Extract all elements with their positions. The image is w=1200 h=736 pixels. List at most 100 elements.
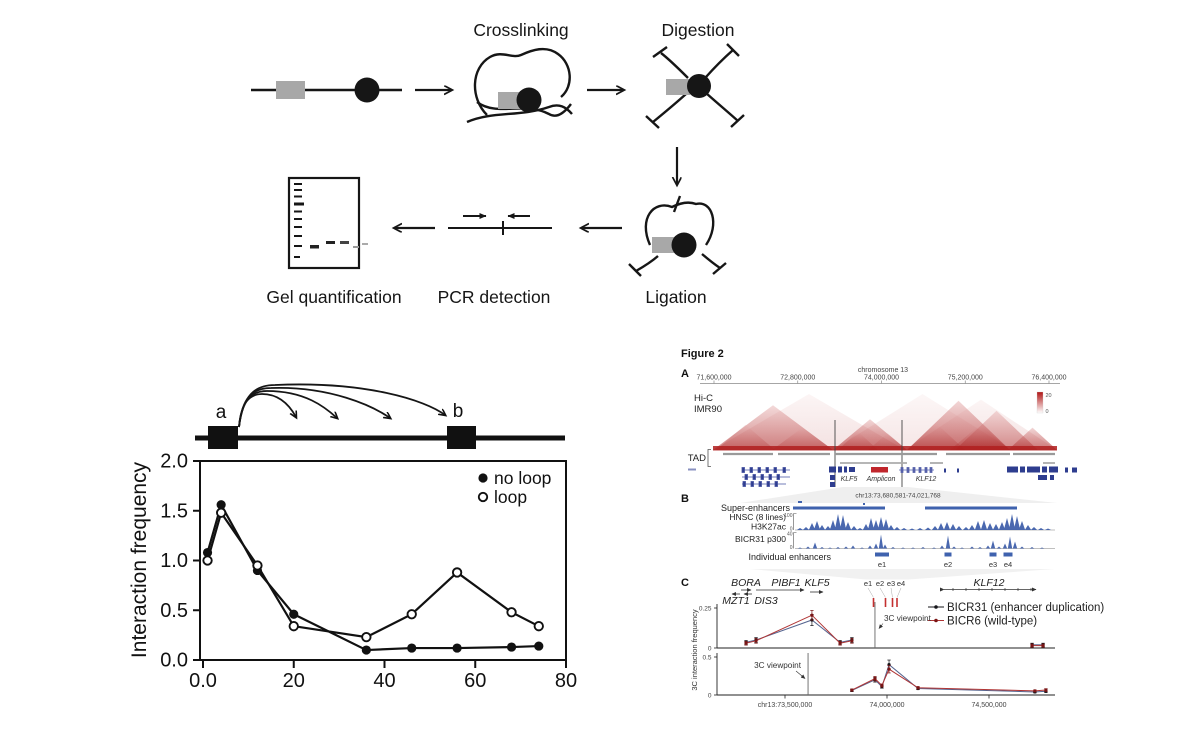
enhancer-tick-group: e1 e2 e3 e4: [864, 579, 905, 607]
gel-label: Gel quantification: [266, 287, 401, 307]
p300-label: BICR31 p300: [735, 534, 786, 544]
hic-cellline-label: IMR90: [694, 404, 722, 415]
y-tick-label: 0.5: [702, 655, 711, 662]
enhancer-marker-e1: [875, 552, 889, 557]
anchor-a-box: [208, 426, 238, 449]
y-tick-label: 0.25: [699, 606, 712, 613]
figure2-panel-b: B Super-enhancers HNSC (8 lines) H3K27ac…: [681, 493, 1055, 580]
viewpoint-arrow-bottom: [795, 670, 806, 679]
data-point: [873, 677, 877, 681]
klf12-gene-label: KLF12: [916, 476, 937, 483]
data-point: [880, 683, 884, 688]
gel-bands: [310, 241, 368, 249]
enhancer-tick-e3: [891, 598, 894, 607]
data-point: [533, 621, 544, 632]
ligated-chromatin-icon: [628, 195, 727, 277]
y-tick-label: 0: [708, 646, 712, 653]
bottom-3c-plot: 0 0.5 chr13:73,500,000 74,000,000 74,500,000: [702, 653, 1048, 709]
hic-label: Hi-C: [694, 393, 713, 404]
tad-bars: [723, 452, 1055, 464]
top-3c-plot: 00.25: [699, 602, 1045, 653]
se-small-mark2: [863, 503, 865, 505]
enhancer-tick-e2: [884, 598, 887, 607]
interaction-arcs: [238, 383, 445, 428]
viewpoint-label-top: 3C viewpoint: [884, 614, 932, 623]
gel-ladder: [294, 183, 304, 258]
hic-domain-triangle: [905, 399, 1057, 450]
data-point: [887, 667, 891, 671]
data-point: [216, 500, 226, 510]
data-point: [1030, 644, 1034, 648]
crosslinked-chromatin-icon: [466, 47, 573, 124]
y-tick-label: 0.0: [160, 650, 188, 672]
x-tick-label: 40: [373, 670, 395, 692]
enhancer-marker-e3: [989, 552, 997, 557]
chart-legend: no loop loop: [477, 468, 551, 507]
data-point: [916, 686, 920, 690]
dis3-gene-label: DIS3: [754, 595, 778, 607]
track2-scale-max: 40: [787, 532, 793, 538]
data-point: [810, 613, 814, 617]
hnsc-label: HNSC (8 lines): [729, 512, 786, 522]
genome-tick-label: 75,200,000: [948, 375, 983, 382]
gel-quantification-icon: [287, 176, 368, 270]
legend-bicr6: BICR6 (wild-type): [947, 616, 1037, 628]
x-tick-label: 20: [283, 670, 305, 692]
enhancer-label-e1: e1: [878, 560, 886, 569]
data-point: [289, 609, 299, 619]
track1-scale-bracket: [793, 513, 797, 530]
y-tick-label: 0: [708, 693, 712, 700]
zoom-funnel-a-to-b: [740, 487, 1057, 503]
tad-label: TAD: [688, 453, 706, 464]
axis-ticks: 0.0 20 40 60 80 0.0 0.5 1.0 1.5 2.0: [160, 451, 577, 693]
x-tick-label: 74,500,000: [971, 702, 1006, 709]
legend-marker-open: [477, 491, 489, 503]
interaction-frequency-chart: Interaction frequency 0.0 20 40 60 80 0.0 0.5 1…: [128, 451, 577, 693]
x-tick-label: 74,000,000: [869, 702, 904, 709]
y-tick-label: 0.5: [160, 600, 188, 622]
signal-peaks: [795, 534, 1055, 549]
track2-scale-min: 0: [790, 545, 793, 551]
figure2-panel: Figure 2 A chromosome 13 71,600,000 72,80…: [681, 348, 1104, 709]
enhancer-connector: [867, 587, 874, 598]
crosslinking-label: Crosslinking: [473, 20, 568, 40]
h3k27ac-label: H3K27ac: [751, 522, 787, 532]
panel-c-legend: BICR31 (enhancer duplication) BICR6 (wil…: [928, 602, 1104, 628]
enhancer-tick-e4: [896, 598, 898, 607]
data-point: [744, 641, 748, 645]
klf5-gene-label: KLF5: [841, 476, 858, 483]
se-small-mark: [798, 501, 802, 503]
data-point: [850, 639, 854, 643]
series-line-BICR6: [745, 614, 853, 644]
y-tick-label: 2.0: [160, 451, 188, 473]
track1-scale-min: 0: [790, 527, 793, 533]
viewpoint-arrow-top: [878, 623, 884, 629]
y-tick-label: 1.5: [160, 500, 188, 522]
digested-chromatin-icon: [645, 43, 745, 129]
chromosome-title: chromosome 13: [858, 367, 908, 374]
data-point: [506, 607, 517, 618]
colorbar-max: 20: [1046, 393, 1052, 399]
anchor-b-label: b: [453, 401, 464, 422]
enhancer-row-label-e3: e3: [887, 579, 895, 588]
legend-bicr31: BICR31 (enhancer duplication): [947, 602, 1104, 614]
hic-heatmap-base: [713, 446, 1057, 451]
enhancer-marker-e4: [1003, 552, 1013, 557]
anchor-b-box: [447, 426, 476, 449]
figure2-panel-c: C BORA PIBF1 KLF5 MZT1 DIS3 KLF12 e1 e2 e3…: [681, 577, 1104, 709]
data-point: [202, 547, 213, 558]
enhancer-row-label-e4: e4: [897, 579, 905, 588]
legend-marker-filled: [478, 473, 488, 483]
loop-anchor-diagram: a b: [195, 383, 565, 449]
enhancer-row-label-e1: e1: [864, 579, 872, 588]
data-point: [406, 609, 417, 620]
data-point: [838, 641, 842, 645]
x-tick-label: chr13:73,500,000: [758, 702, 813, 709]
signal-peaks: [795, 514, 1055, 530]
legend-label-loop: loop: [494, 487, 527, 507]
panel-c-label: C: [681, 577, 689, 589]
data-point: [215, 507, 227, 518]
hic-heatmap: [713, 394, 1057, 450]
